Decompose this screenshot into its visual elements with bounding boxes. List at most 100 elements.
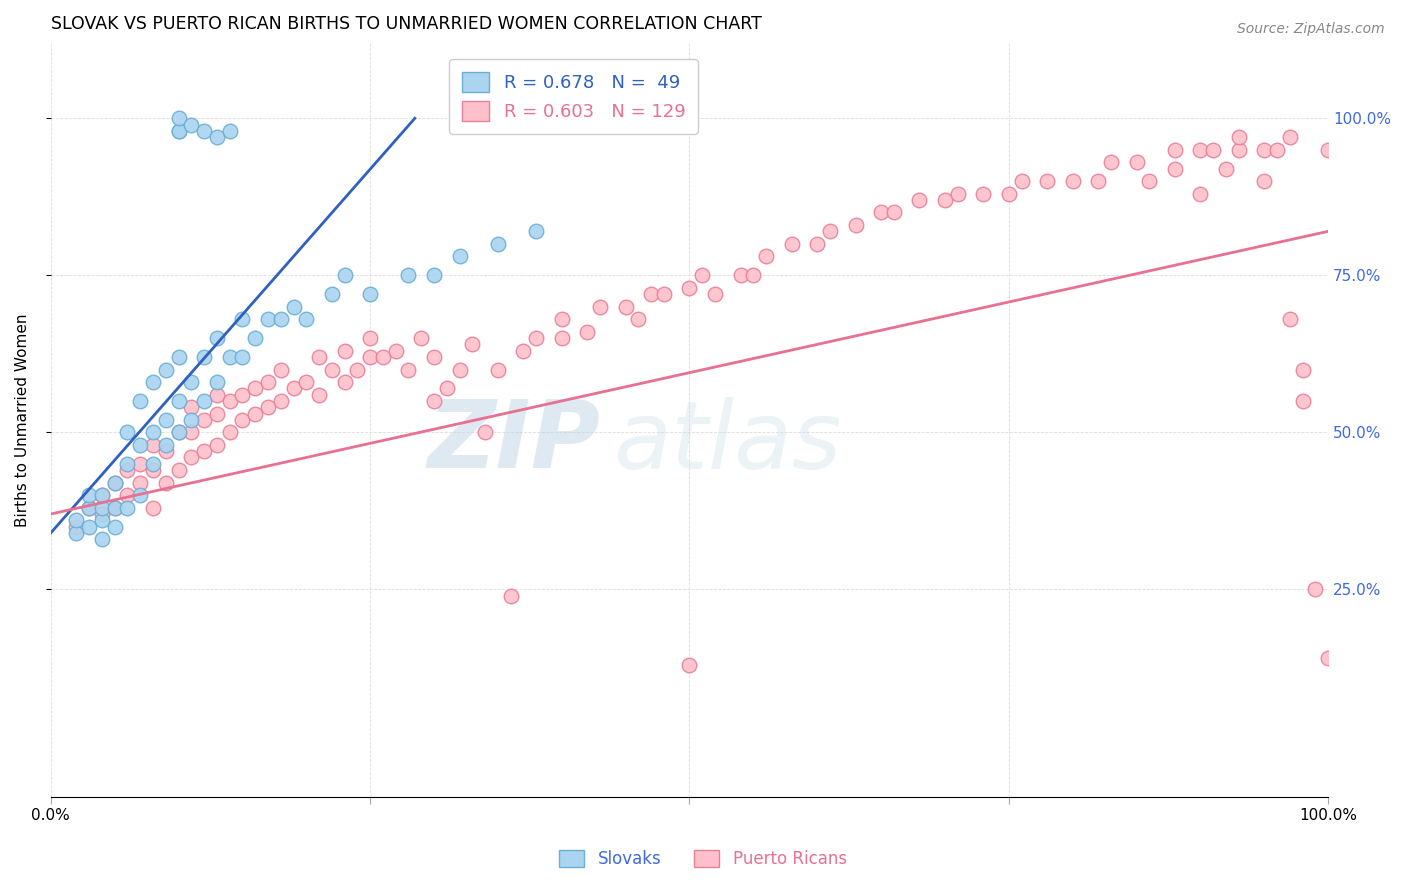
Point: [218, 393, 240, 408]
Point: [77, 500, 100, 515]
Point: [104, 519, 127, 533]
Point: [65, 519, 87, 533]
Point: [1253, 143, 1275, 157]
Point: [104, 500, 127, 515]
Point: [65, 513, 87, 527]
Point: [1278, 312, 1301, 326]
Point: [155, 438, 177, 452]
Legend: Slovaks, Puerto Ricans: Slovaks, Puerto Ricans: [553, 843, 853, 875]
Text: SLOVAK VS PUERTO RICAN BIRTHS TO UNMARRIED WOMEN CORRELATION CHART: SLOVAK VS PUERTO RICAN BIRTHS TO UNMARRI…: [51, 15, 762, 33]
Point: [1036, 174, 1059, 188]
Point: [142, 438, 165, 452]
Point: [818, 224, 841, 238]
Point: [77, 500, 100, 515]
Point: [321, 362, 343, 376]
Point: [780, 236, 803, 251]
Point: [551, 331, 574, 345]
Point: [1087, 174, 1109, 188]
Point: [193, 350, 215, 364]
Point: [104, 475, 127, 490]
Point: [333, 375, 356, 389]
Point: [231, 387, 253, 401]
Point: [1253, 174, 1275, 188]
Point: [129, 393, 152, 408]
Point: [359, 287, 381, 301]
Point: [218, 425, 240, 440]
Point: [155, 362, 177, 376]
Point: [1305, 582, 1327, 597]
Point: [844, 218, 866, 232]
Point: [117, 457, 139, 471]
Point: [359, 350, 381, 364]
Point: [1125, 155, 1147, 169]
Point: [1227, 143, 1250, 157]
Point: [321, 287, 343, 301]
Point: [1011, 174, 1033, 188]
Point: [908, 193, 931, 207]
Point: [652, 287, 675, 301]
Point: [257, 375, 280, 389]
Point: [524, 331, 547, 345]
Point: [423, 350, 446, 364]
Point: [231, 413, 253, 427]
Point: [90, 507, 112, 521]
Point: [1291, 393, 1313, 408]
Point: [1291, 362, 1313, 376]
Point: [1202, 143, 1225, 157]
Point: [205, 407, 228, 421]
Point: [270, 393, 292, 408]
Text: ZIP: ZIP: [427, 396, 600, 489]
Text: Source: ZipAtlas.com: Source: ZipAtlas.com: [1237, 22, 1385, 37]
Point: [231, 312, 253, 326]
Point: [870, 205, 893, 219]
Point: [398, 268, 420, 283]
Point: [205, 387, 228, 401]
Point: [180, 450, 202, 465]
Point: [180, 401, 202, 415]
Point: [308, 350, 330, 364]
Point: [167, 124, 190, 138]
Point: [142, 425, 165, 440]
Point: [205, 438, 228, 452]
Point: [359, 331, 381, 345]
Point: [1099, 155, 1122, 169]
Point: [218, 124, 240, 138]
Point: [755, 250, 778, 264]
Point: [934, 193, 956, 207]
Point: [1164, 161, 1187, 176]
Point: [1137, 174, 1160, 188]
Point: [167, 350, 190, 364]
Point: [883, 205, 905, 219]
Point: [946, 186, 969, 201]
Point: [524, 224, 547, 238]
Point: [90, 513, 112, 527]
Point: [742, 268, 765, 283]
Point: [423, 268, 446, 283]
Point: [614, 300, 637, 314]
Point: [167, 425, 190, 440]
Point: [461, 337, 484, 351]
Point: [308, 387, 330, 401]
Point: [90, 532, 112, 546]
Point: [193, 393, 215, 408]
Y-axis label: Births to Unmarried Women: Births to Unmarried Women: [15, 313, 30, 526]
Point: [129, 438, 152, 452]
Point: [486, 236, 509, 251]
Point: [333, 268, 356, 283]
Point: [117, 500, 139, 515]
Point: [180, 413, 202, 427]
Point: [245, 381, 267, 395]
Point: [998, 186, 1021, 201]
Point: [398, 362, 420, 376]
Point: [77, 519, 100, 533]
Point: [167, 425, 190, 440]
Point: [90, 488, 112, 502]
Point: [129, 457, 152, 471]
Point: [117, 488, 139, 502]
Point: [142, 375, 165, 389]
Point: [972, 186, 994, 201]
Point: [142, 457, 165, 471]
Point: [1227, 130, 1250, 145]
Point: [1164, 143, 1187, 157]
Point: [1317, 651, 1340, 665]
